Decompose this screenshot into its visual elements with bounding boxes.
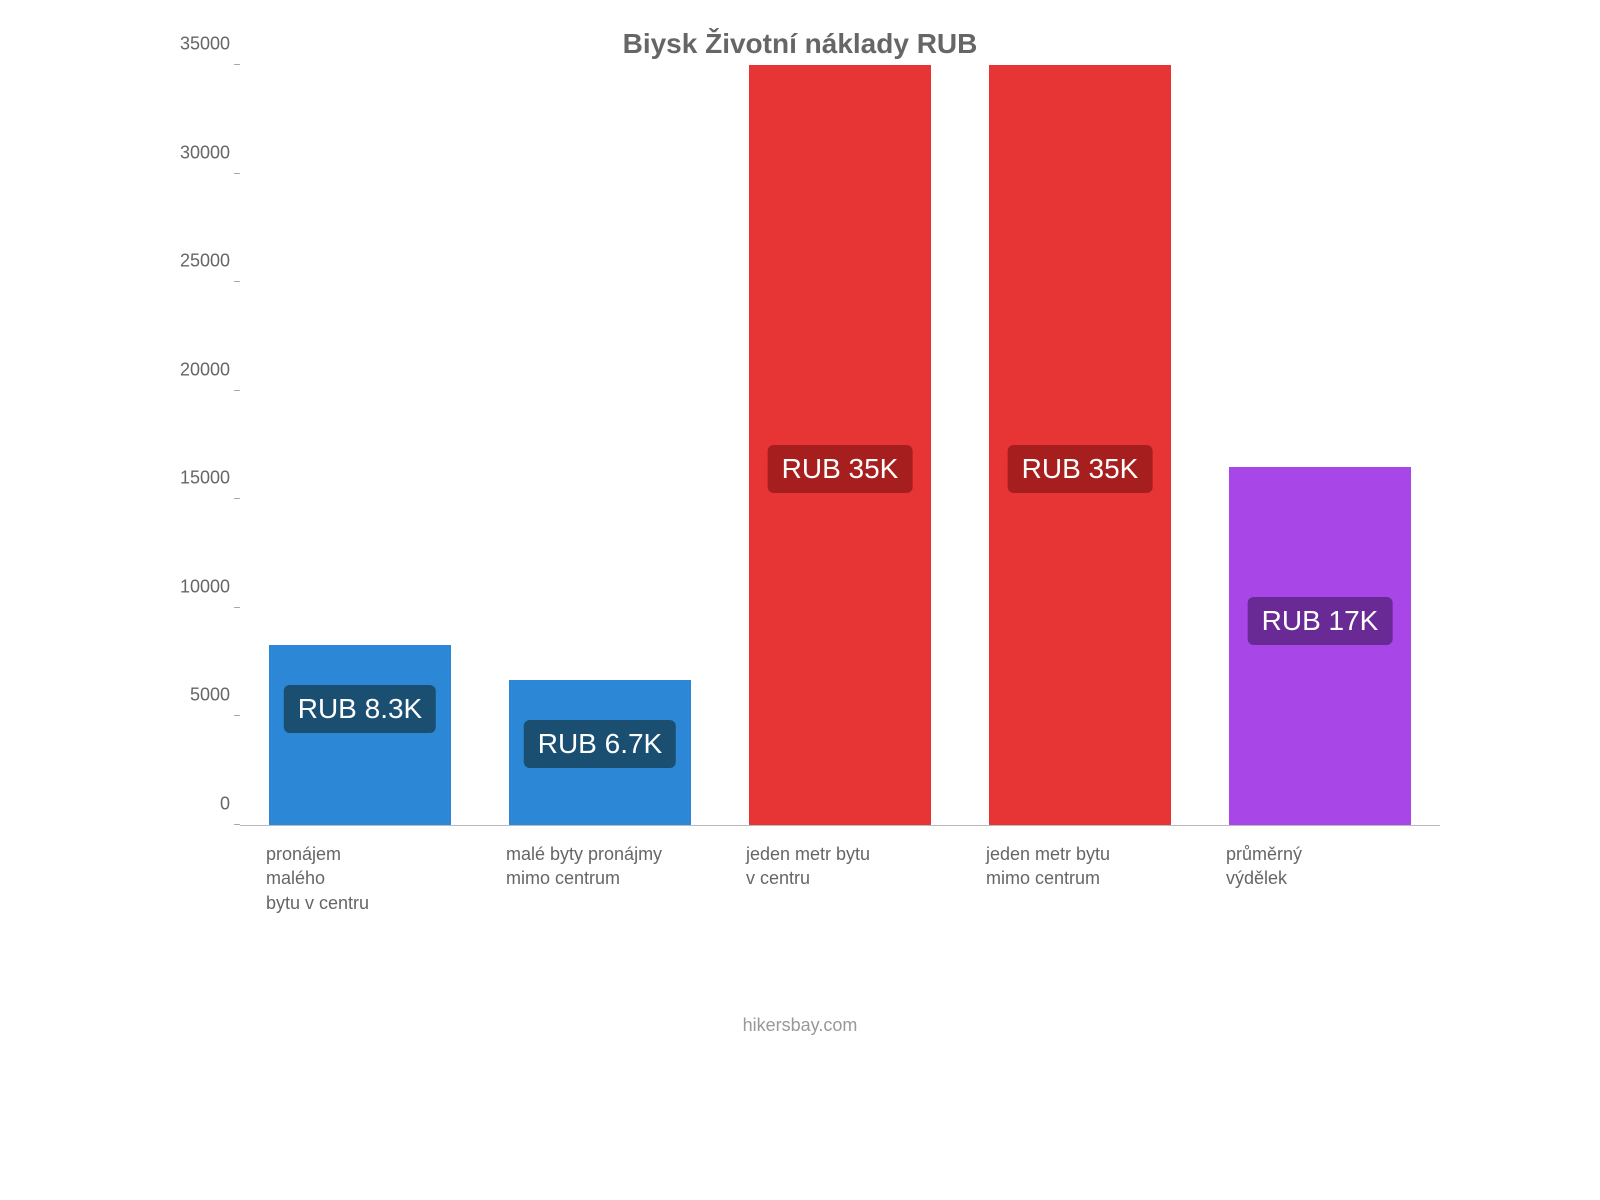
chart-container: Biysk Životní náklady RUB RUB 8.3K RUB 6.… (160, 0, 1440, 1036)
bar: RUB 8.3K (269, 645, 451, 825)
bar-slot: RUB 35K (960, 66, 1200, 825)
x-axis-label: pronájem malého bytu v centru (240, 842, 480, 915)
x-axis-label: malé byty pronájmy mimo centrum (480, 842, 720, 915)
x-axis-label: jeden metr bytu v centru (720, 842, 960, 915)
y-tick-mark (234, 281, 240, 282)
y-tick-label: 25000 (160, 251, 230, 272)
bar-slot: RUB 8.3K (240, 66, 480, 825)
y-tick-mark (234, 715, 240, 716)
x-axis-labels: pronájem malého bytu v centrumalé byty p… (160, 842, 1440, 915)
y-tick-label: 30000 (160, 142, 230, 163)
value-badge: RUB 35K (768, 445, 913, 493)
value-badge: RUB 6.7K (524, 720, 677, 768)
y-tick-label: 5000 (160, 685, 230, 706)
bar-slot: RUB 6.7K (480, 66, 720, 825)
bar: RUB 17K (1229, 467, 1411, 825)
x-axis-label: průměrný výdělek (1200, 842, 1440, 915)
chart-plot-area: RUB 8.3K RUB 6.7K RUB 35K RUB 35K RUB 17K 0 5… (160, 66, 1440, 826)
y-tick-mark (234, 390, 240, 391)
y-tick-mark (234, 607, 240, 608)
bar: RUB 35K (989, 65, 1171, 825)
attribution: hikersbay.com (160, 1015, 1440, 1036)
bar-slot: RUB 35K (720, 66, 960, 825)
y-tick-label: 20000 (160, 359, 230, 380)
bar-slot: RUB 17K (1200, 66, 1440, 825)
value-badge: RUB 35K (1008, 445, 1153, 493)
bar: RUB 35K (749, 65, 931, 825)
chart-title: Biysk Životní náklady RUB (160, 28, 1440, 60)
y-tick-label: 15000 (160, 468, 230, 489)
y-tick-label: 0 (160, 794, 230, 815)
value-badge: RUB 8.3K (284, 685, 437, 733)
y-tick-mark (234, 173, 240, 174)
y-tick-mark (234, 824, 240, 825)
plot: RUB 8.3KRUB 6.7KRUB 35KRUB 35KRUB 17K 05… (240, 66, 1440, 826)
y-tick-label: 10000 (160, 576, 230, 597)
x-axis-label: jeden metr bytu mimo centrum (960, 842, 1200, 915)
y-tick-mark (234, 64, 240, 65)
y-tick-mark (234, 498, 240, 499)
y-tick-label: 35000 (160, 34, 230, 55)
bar: RUB 6.7K (509, 680, 691, 825)
value-badge: RUB 17K (1248, 597, 1393, 645)
bars-group: RUB 8.3K RUB 6.7K RUB 35K RUB 35K RUB 17K (240, 66, 1440, 825)
